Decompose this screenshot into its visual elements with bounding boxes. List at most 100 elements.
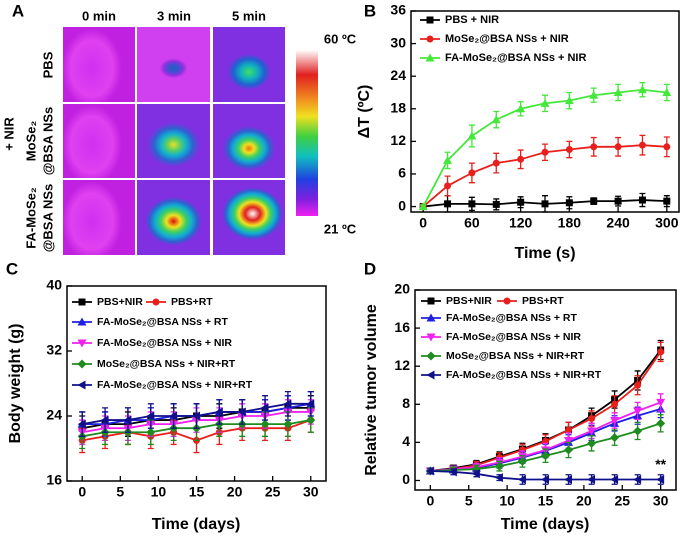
x-tick-label: 30: [653, 493, 669, 509]
y-tick-label: 4: [402, 433, 410, 449]
y-axis-label: ΔT (ºC): [356, 85, 373, 139]
x-tick-label: 0: [426, 493, 434, 509]
data-point: [587, 438, 597, 448]
data-point: [283, 399, 292, 409]
data-point: [494, 461, 504, 471]
legend-marker: [426, 16, 434, 24]
data-point: [565, 426, 573, 434]
x-tick-label: 10: [499, 493, 515, 509]
data-point: [517, 475, 526, 485]
scale-label: 21 ºC: [324, 221, 357, 236]
data-point: [633, 426, 643, 436]
column-label: 0 min: [82, 8, 116, 23]
column-label: 5 min: [232, 8, 266, 23]
data-point: [590, 197, 598, 205]
data-point: [468, 169, 476, 177]
data-point: [169, 411, 178, 421]
row-label: PBS: [40, 51, 55, 78]
legend-marker: [77, 339, 87, 348]
data-point: [471, 469, 480, 479]
data-point: [541, 475, 549, 485]
thermal-image: [63, 104, 135, 178]
data-point: [418, 202, 428, 211]
data-point: [425, 466, 434, 476]
data-point: [613, 87, 623, 96]
data-point: [192, 411, 200, 421]
x-tick-label: 10: [151, 484, 167, 500]
legend-marker: [77, 359, 87, 369]
data-point: [587, 427, 597, 436]
x-tick-label: 5: [116, 484, 124, 500]
data-point: [214, 407, 223, 417]
legend-marker: [426, 351, 436, 361]
data-point: [494, 473, 503, 483]
data-point: [638, 141, 646, 149]
y-tick-label: 16: [394, 319, 410, 335]
data-point: [565, 146, 573, 154]
data-point: [564, 475, 573, 485]
data-point: [564, 96, 574, 105]
thermal-image: [213, 27, 285, 102]
row-label: @BSA NSs: [40, 107, 55, 176]
panel-letter: D: [364, 259, 376, 278]
panel-letter: B: [364, 1, 376, 20]
y-tick-label: 6: [398, 165, 406, 181]
x-tick-label: 60: [464, 215, 480, 231]
thermal-image: [137, 27, 210, 102]
x-tick-label: 25: [265, 484, 281, 500]
data-point: [492, 200, 500, 208]
y-tick-label: 32: [46, 342, 62, 358]
x-tick-label: 15: [189, 484, 205, 500]
y-tick-label: 36: [390, 2, 406, 18]
legend-label: FA-MoSe₂@BSA NSs + NIR: [445, 52, 586, 64]
y-tick-label: 24: [46, 407, 62, 423]
legend-marker: [426, 370, 435, 380]
y-tick-label: 12: [394, 357, 410, 373]
data-point: [146, 411, 155, 421]
y-tick-label: 30: [390, 34, 406, 50]
data-point: [306, 399, 315, 409]
legend-label: FA-MoSe₂@BSA NSs + NIR: [446, 331, 581, 343]
row-label: @BSA NSs: [40, 184, 55, 253]
legend-marker: [427, 297, 435, 305]
panel-letter: C: [6, 259, 18, 278]
data-point: [656, 475, 665, 485]
data-point: [657, 348, 665, 356]
legend-marker: [77, 317, 87, 326]
data-point: [634, 381, 642, 389]
legend-label: FA-MoSe₂@BSA NSs + RT: [97, 316, 228, 328]
panel-letter: A: [12, 1, 24, 20]
data-point: [541, 200, 549, 208]
data-point: [448, 467, 457, 477]
y-tick-label: 40: [46, 277, 62, 293]
x-axis-label: Time (days): [501, 516, 590, 533]
y-tick-label: 8: [402, 395, 410, 411]
row-label: MoSe₂: [23, 121, 38, 162]
legend-marker: [426, 35, 434, 43]
data-point: [123, 415, 132, 425]
data-point: [589, 90, 599, 99]
data-point: [656, 398, 666, 407]
x-tick-label: 30: [303, 484, 319, 500]
x-axis-label: Time (days): [152, 516, 241, 533]
x-tick-label: 20: [227, 484, 243, 500]
legend-label: MoSe₂@BSA NSs + NIR+RT: [97, 358, 236, 370]
x-tick-label: 5: [465, 493, 473, 509]
data-point: [146, 427, 156, 437]
data-point: [611, 400, 619, 408]
data-point: [516, 104, 526, 113]
data-point: [564, 445, 574, 455]
legend-marker: [426, 313, 436, 322]
thermal-image: [137, 180, 210, 255]
data-point: [260, 419, 270, 429]
data-point: [588, 415, 596, 423]
x-tick-label: 25: [614, 493, 630, 509]
x-tick-label: 300: [655, 215, 679, 231]
legend-label: PBS+NIR: [446, 295, 492, 307]
x-tick-label: 20: [576, 493, 592, 509]
data-point: [468, 200, 476, 208]
x-tick-label: 120: [509, 215, 533, 231]
data-point: [492, 159, 500, 167]
legend-label: MoSe₂@BSA NSs + NIR: [445, 33, 569, 45]
